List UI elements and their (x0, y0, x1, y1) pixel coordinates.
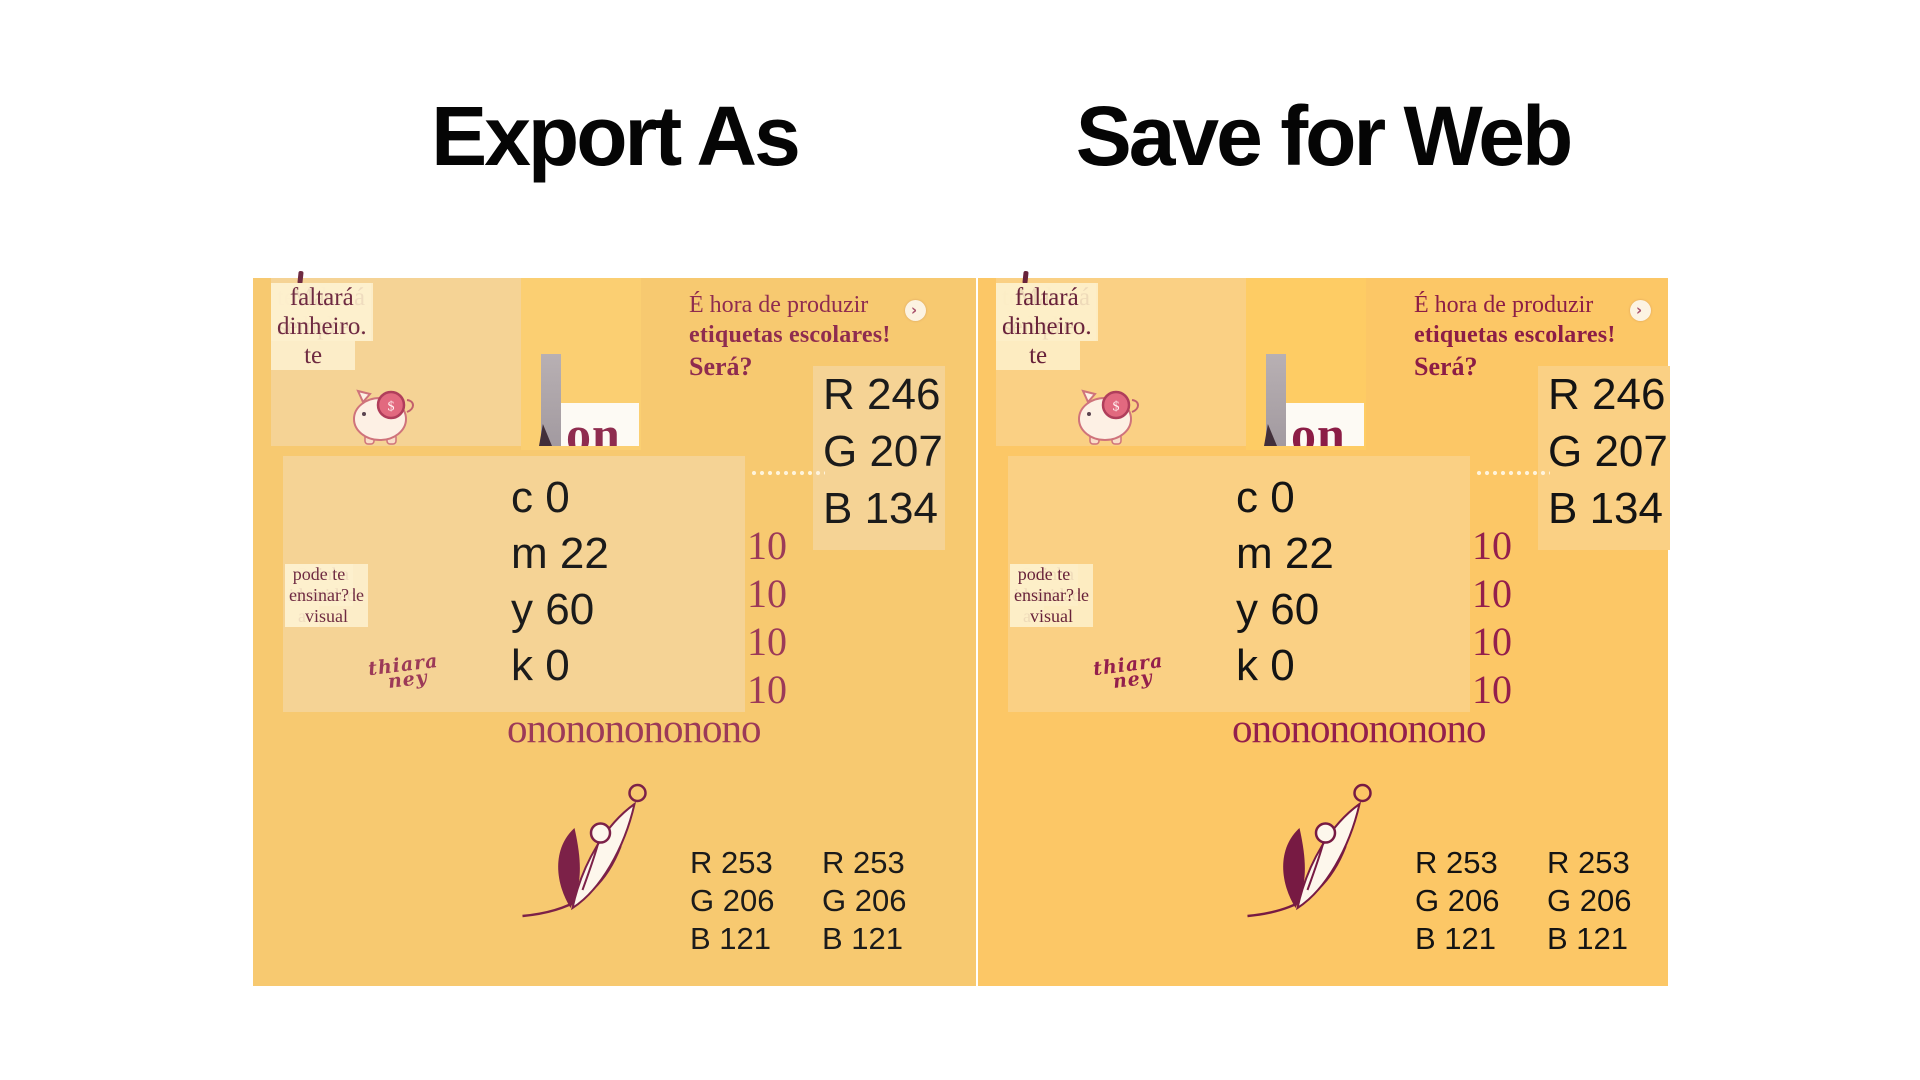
cmyk-c: c 0 (511, 473, 570, 522)
piggy-bank-icon: $ (1078, 389, 1139, 445)
cmyk-values: c 0 m 22 y 60 k 0 (1236, 470, 1334, 694)
promo-text: É hora de produzir etiquetas escolares! (1414, 290, 1664, 350)
quote-line: faltará dinheiro. (271, 283, 373, 341)
cmyk-c: c 0 (1236, 473, 1295, 522)
rgb-g: G 207 (823, 427, 943, 476)
cropped-no: 10 (1472, 667, 1512, 712)
cropped-no: 10 (747, 619, 787, 664)
rgb-r: R 246 (1548, 370, 1666, 419)
rgb-b: B 134 (823, 484, 938, 533)
cropped-no-column: 10 10 10 10 (747, 522, 787, 714)
photo-fragment-bar (1266, 354, 1286, 446)
text-fragment-box: on (561, 403, 639, 446)
question-text: Será? (689, 352, 753, 381)
cmyk-m: m 22 (511, 529, 609, 578)
chevron-right-icon: › (1630, 300, 1651, 321)
left-panel-title: Export As (431, 89, 801, 183)
text-fragment-box: on (1286, 403, 1364, 446)
cropped-no: 10 (747, 523, 787, 568)
identity-line: pode te ensinar? (1010, 564, 1078, 606)
promo-line-1: É hora de produzir (1414, 292, 1594, 318)
cropped-no: 10 (1472, 571, 1512, 616)
panel-save-for-web: te faltará trabalho. Mas sempre te falta… (978, 270, 1670, 986)
promo-line-2: etiquetas escolares! (689, 322, 891, 348)
piggy-bank-icon: $ (353, 389, 414, 445)
cmyk-y: y 60 (1236, 585, 1320, 634)
rgb-fragment-block (813, 366, 945, 550)
rgb-r: R 246 (823, 370, 941, 419)
rgb-values-bottom-right: R 253 G 206 B 121 (1547, 845, 1632, 956)
question-text: Será? (1414, 352, 1478, 381)
rgb-b: B 134 (1548, 484, 1663, 533)
chevron-right-icon: › (905, 300, 926, 321)
panel-export-as: te faltará trabalho. Mas sempre te falta… (253, 270, 976, 986)
cropped-no: 10 (747, 667, 787, 712)
cropped-no: 10 (1472, 619, 1512, 664)
dotted-line (751, 470, 825, 476)
photo-fragment-bar (541, 354, 561, 446)
right-panel-title: Save for Web (1075, 89, 1574, 183)
cmyk-y: y 60 (511, 585, 595, 634)
cmyk-k: k 0 (1236, 641, 1295, 690)
cropped-no: 10 (747, 571, 787, 616)
fragment-text: on (566, 406, 621, 446)
cropped-no: 10 (1472, 523, 1512, 568)
rgb-values-bottom-left: R 253 G 206 B 121 (1415, 845, 1500, 956)
repeated-no-text: onononononono (507, 705, 761, 751)
coin-dollar-symbol: $ (388, 400, 395, 415)
flower-illustration (1247, 783, 1372, 918)
identity-line: pode te ensinar? (285, 564, 353, 606)
rgb-values-main: R 246 G 207 B 134 (823, 366, 943, 537)
promo-text: É hora de produzir etiquetas escolares! (689, 290, 939, 350)
fragment-text: on (1291, 406, 1346, 446)
promo-line-1: É hora de produzir (689, 292, 869, 318)
cmyk-values: c 0 m 22 y 60 k 0 (511, 470, 609, 694)
dotted-line (1476, 470, 1550, 476)
coin-dollar-symbol: $ (1113, 400, 1120, 415)
rgb-values-main: R 246 G 207 B 134 (1548, 366, 1668, 537)
cmyk-k: k 0 (511, 641, 570, 690)
cropped-no-column: 10 10 10 10 (1472, 522, 1512, 714)
rgb-values-bottom-right: R 253 G 206 B 121 (822, 845, 907, 956)
cmyk-m: m 22 (1236, 529, 1334, 578)
quote-line: faltará dinheiro. (996, 283, 1098, 341)
rgb-g: G 207 (1548, 427, 1668, 476)
repeated-no-text: onononononono (1232, 705, 1486, 751)
promo-line-2: etiquetas escolares! (1414, 322, 1616, 348)
rgb-fragment-block (1538, 366, 1670, 550)
flower-illustration (522, 783, 647, 918)
rgb-values-bottom-left: R 253 G 206 B 121 (690, 845, 775, 956)
